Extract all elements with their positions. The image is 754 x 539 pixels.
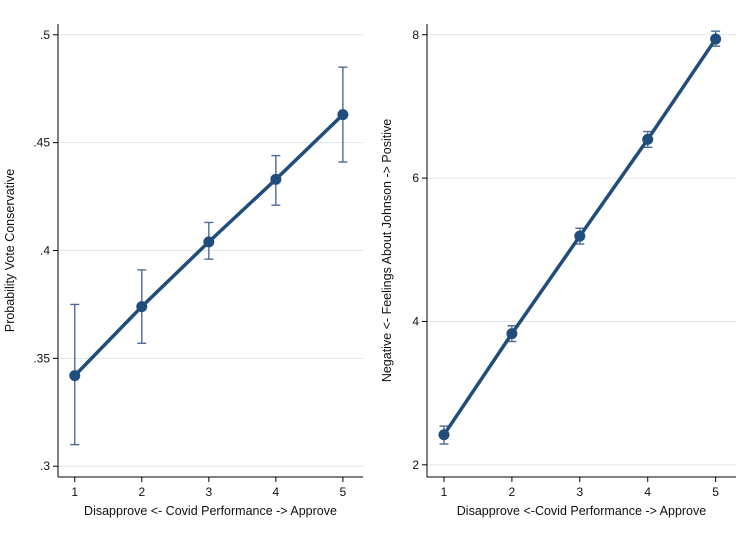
left-chart-figure: .3 .35 .4 .45 .5 1 2 3 4 5 Disapprove <- Covid Per… bbox=[3, 24, 363, 518]
x-tick-label: 1 bbox=[71, 485, 78, 499]
data-point bbox=[69, 370, 81, 382]
data-point bbox=[270, 173, 282, 185]
y-tick-label: .45 bbox=[33, 136, 50, 150]
x-tick-label: 2 bbox=[509, 485, 516, 499]
data-point bbox=[506, 328, 518, 340]
x-tick-label: 2 bbox=[138, 485, 145, 499]
data-point bbox=[438, 429, 450, 441]
y-tick-label: 8 bbox=[412, 28, 419, 42]
y-tick-label: .4 bbox=[40, 244, 50, 258]
right-chart-figure: 2 4 6 8 1 2 3 4 5 Disapprove <-Covid Performance … bbox=[377, 0, 754, 539]
data-point bbox=[337, 109, 349, 121]
data-point bbox=[642, 133, 654, 145]
y-tick-label: .5 bbox=[40, 28, 50, 42]
y-tick-label: 6 bbox=[412, 171, 419, 185]
y-axis-title: Probability Vote Conservative bbox=[3, 169, 17, 332]
data-point bbox=[574, 230, 586, 242]
right-chart-svg: 2 4 6 8 1 2 3 4 5 Disapprove <-Covid Performance … bbox=[380, 24, 736, 518]
y-tick-label: 4 bbox=[412, 314, 419, 328]
data-point bbox=[136, 301, 148, 313]
data-point bbox=[203, 236, 215, 248]
y-tick-label: .35 bbox=[33, 351, 50, 365]
y-tick-label: 2 bbox=[412, 458, 419, 472]
data-point bbox=[710, 33, 722, 45]
x-tick-label: 3 bbox=[576, 485, 583, 499]
y-axis-title: Negative <- Feelings About Johnson -> Po… bbox=[380, 119, 394, 382]
y-tick-label: .3 bbox=[40, 459, 50, 473]
x-tick-label: 4 bbox=[644, 485, 651, 499]
x-tick-label: 4 bbox=[273, 485, 280, 499]
x-tick-label: 5 bbox=[340, 485, 347, 499]
x-tick-label: 3 bbox=[205, 485, 212, 499]
x-tick-label: 5 bbox=[712, 485, 719, 499]
x-axis-title: Disapprove <- Covid Performance -> Appro… bbox=[84, 504, 337, 518]
x-axis-title: Disapprove <-Covid Performance -> Approv… bbox=[457, 504, 706, 518]
x-tick-label: 1 bbox=[441, 485, 448, 499]
